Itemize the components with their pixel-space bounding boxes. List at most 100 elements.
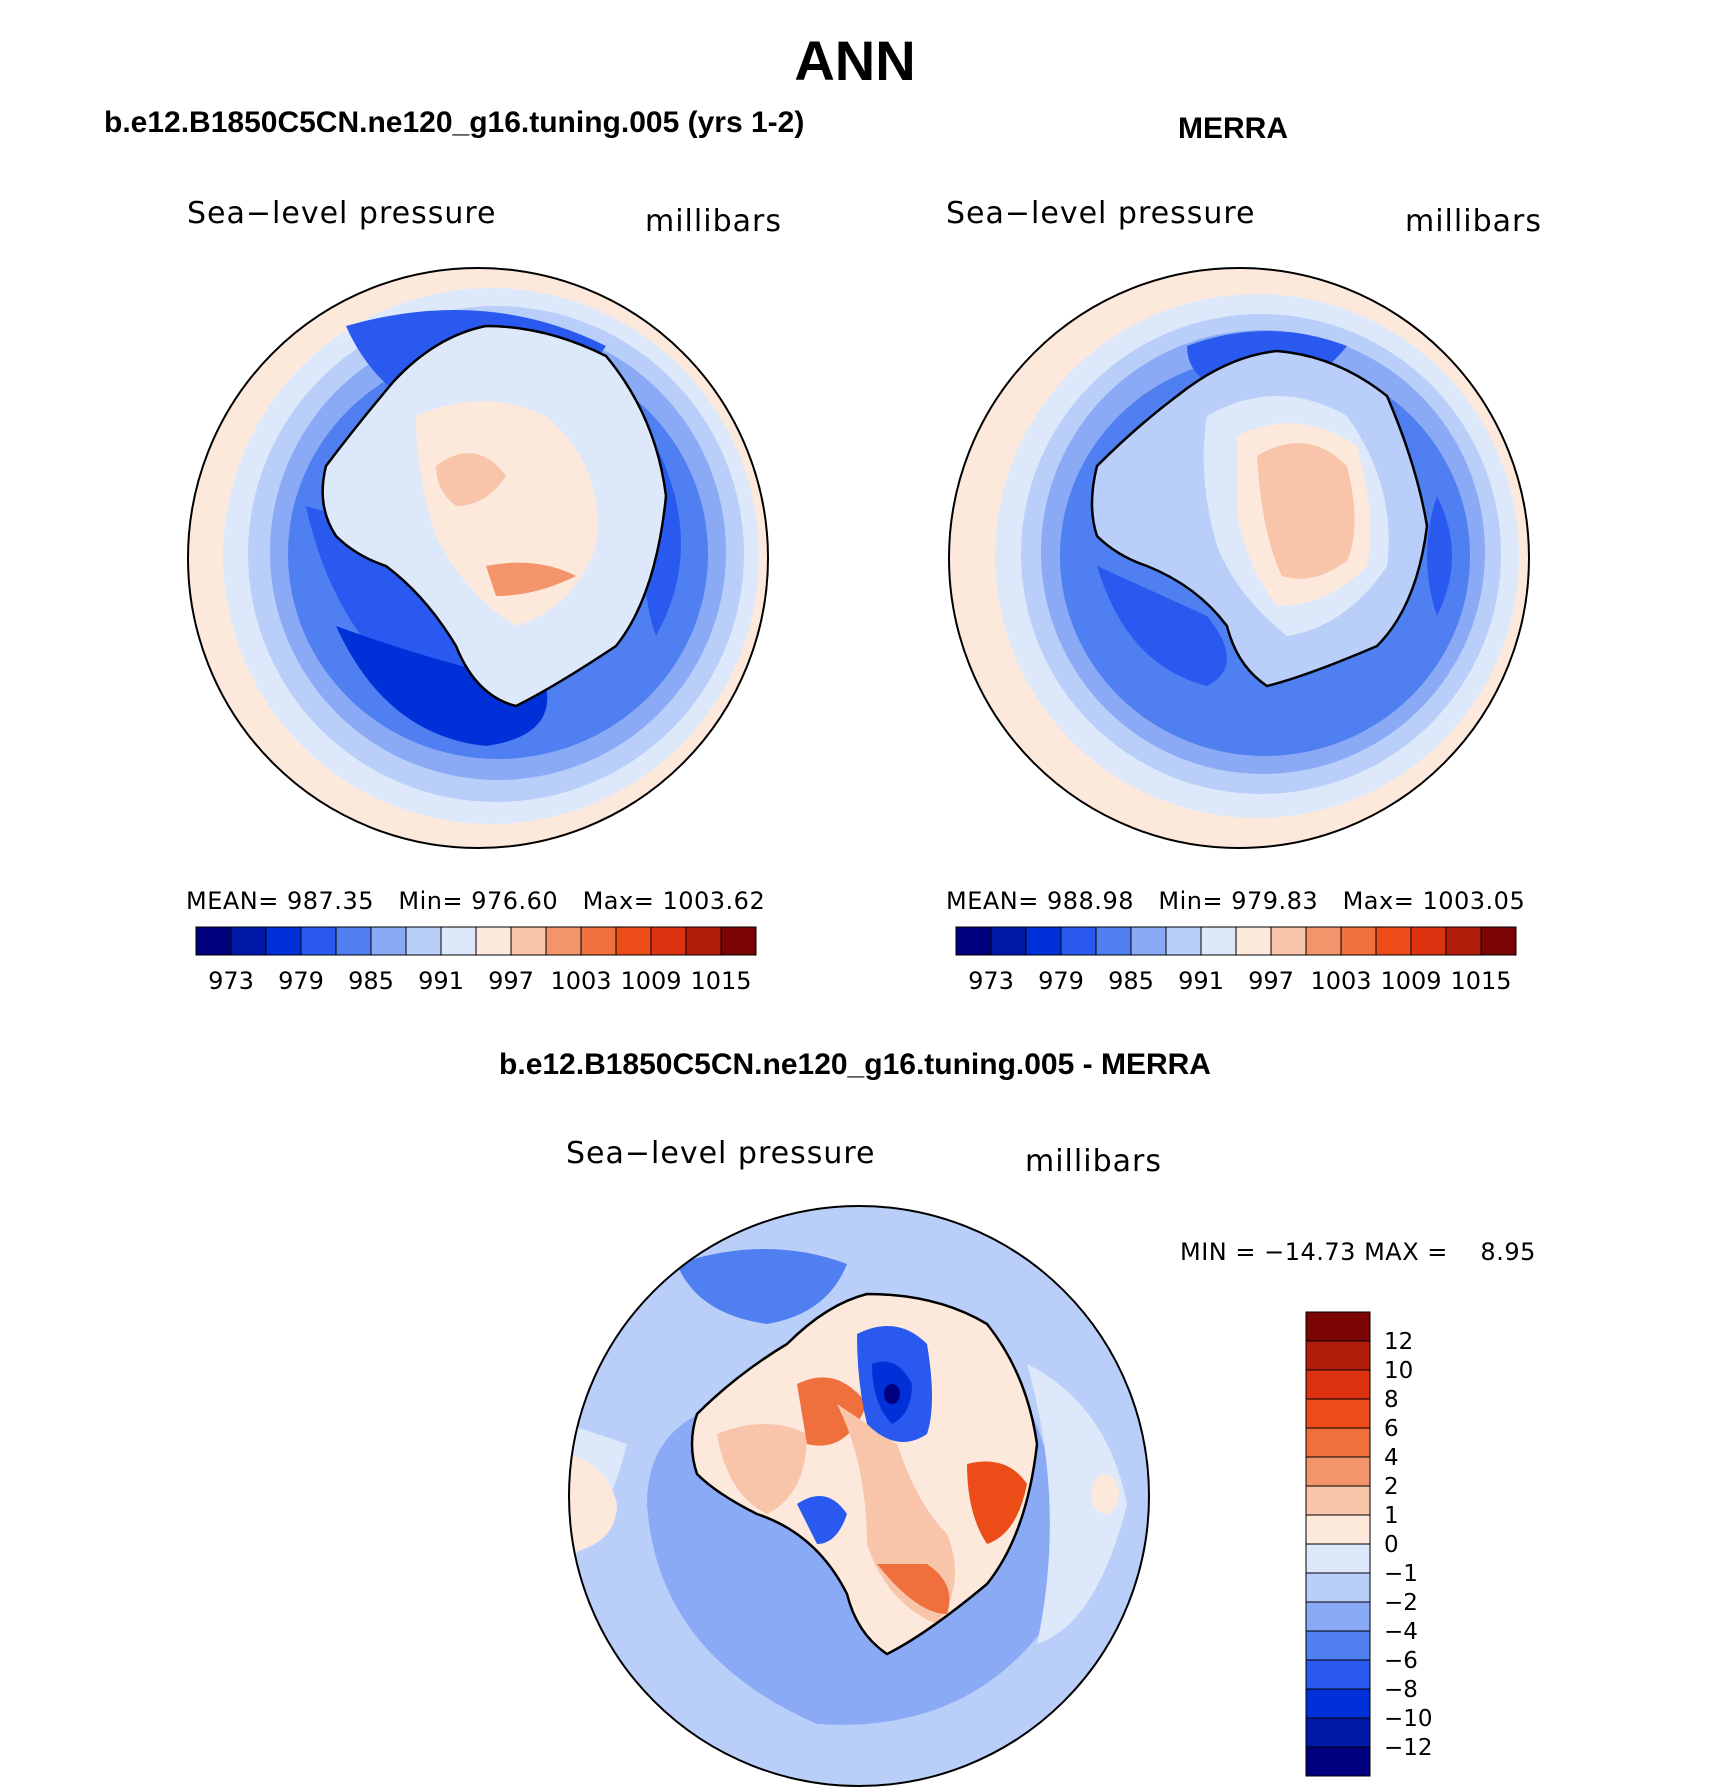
colorbar-tick-label: 979 [1038,967,1084,995]
colorbar-swatch [1305,1572,1371,1603]
colorbar-swatch [265,926,302,956]
colorbar-tick-label: −1 [1384,1561,1418,1587]
colorbar-tick-label: 0 [1384,1532,1399,1558]
colorbar-swatch [650,926,687,956]
colorbar-swatch [1305,926,1342,956]
colorbar-tick-label: −4 [1384,1619,1418,1645]
colorbar-tick-label: 985 [348,967,394,995]
colorbar-swatch [300,926,337,956]
colorbar-swatch [1480,926,1517,956]
colorbar-tick-label: 12 [1384,1329,1413,1355]
colorbar-swatch [545,926,582,956]
obs-max-label: Max= [1342,887,1415,915]
colorbar-tick-label: 973 [208,967,254,995]
diff-case-title: b.e12.B1850C5CN.ne120_g16.tuning.005 - M… [499,1048,1211,1081]
model-max-value: 1003.62 [662,887,766,915]
figure-title: ANN [794,29,916,92]
colorbar-swatch [580,926,617,956]
colorbar-tick-label: −8 [1384,1677,1418,1703]
model-min-label: Min= [398,887,464,915]
colorbar-swatch [1305,1427,1371,1458]
colorbar-swatch [1305,1746,1371,1777]
obs-variable-label: Sea−level pressure [946,196,1256,231]
colorbar-swatch [1165,926,1202,956]
colorbar-swatch [475,926,512,956]
colorbar-swatch [1340,926,1377,956]
colorbar-swatch [440,926,477,956]
model-polar-map [187,267,769,849]
diff-units-label: millibars [1025,1144,1162,1179]
colorbar-tick-label: 6 [1384,1416,1399,1442]
colorbar-swatch [1375,926,1412,956]
obs-mean-value: 988.98 [1047,887,1134,915]
colorbar-swatch [230,926,267,956]
model-colorbar: 973 979 985 991 997 1003 1009 1015 [195,926,757,995]
model-mean-value: 987.35 [287,887,374,915]
model-variable-label: Sea−level pressure [187,196,497,231]
obs-case-title: MERRA [1178,112,1288,145]
colorbar-tick-label: −12 [1384,1735,1433,1761]
colorbar-swatch [1060,926,1097,956]
colorbar-swatch [1235,926,1272,956]
colorbar-swatch [1305,1688,1371,1719]
colorbar-tick-label: 4 [1384,1445,1399,1471]
colorbar-swatch [335,926,372,956]
colorbar-swatch [405,926,442,956]
obs-min-value: 979.83 [1231,887,1319,915]
colorbar-swatch [615,926,652,956]
colorbar-swatch [1305,1601,1371,1632]
colorbar-tick-label: 991 [1178,967,1224,995]
obs-units-label: millibars [1405,204,1542,239]
colorbar-swatch [685,926,722,956]
colorbar-tick-label: −2 [1384,1590,1418,1616]
diff-stats: MIN = −14.73 MAX = 8.95 [1180,1238,1536,1266]
model-stats: MEAN= 987.35 Min= 976.60 Max= 1003.62 [186,887,765,915]
colorbar-swatch [990,926,1027,956]
colorbar-swatch [1130,926,1167,956]
colorbar-swatch [1305,1659,1371,1690]
colorbar-tick-label: 997 [1248,967,1294,995]
obs-max-value: 1003.05 [1422,887,1526,915]
colorbar-tick-label: 991 [418,967,464,995]
colorbar-swatch [1445,926,1482,956]
colorbar-swatch [510,926,547,956]
colorbar-tick-label: 1015 [690,967,751,995]
colorbar-tick-label: 10 [1384,1358,1413,1384]
colorbar-swatch [1305,1369,1371,1400]
colorbar-tick-label: −10 [1384,1706,1433,1732]
colorbar-swatch [1305,1456,1371,1487]
diff-max-label: MAX = [1364,1238,1448,1266]
diff-variable-label: Sea−level pressure [566,1136,876,1171]
model-units-label: millibars [645,204,782,239]
obs-mean-label: MEAN= [946,887,1039,915]
colorbar-swatch [1305,1398,1371,1429]
colorbar-tick-label: 1003 [550,967,611,995]
obs-stats: MEAN= 988.98 Min= 979.83 Max= 1003.05 [946,887,1525,915]
colorbar-swatch [1305,1543,1371,1574]
obs-colorbar: 973 979 985 991 997 1003 1009 1015 [955,926,1517,995]
model-case-title: b.e12.B1850C5CN.ne120_g16.tuning.005 (yr… [104,106,805,139]
colorbar-swatch [1305,1485,1371,1516]
colorbar-swatch [1270,926,1307,956]
colorbar-swatch [1025,926,1062,956]
colorbar-tick-label: 1015 [1450,967,1511,995]
model-max-label: Max= [582,887,655,915]
colorbar-tick-label: 8 [1384,1387,1399,1413]
colorbar-tick-label: 1009 [620,967,681,995]
colorbar-swatch [1200,926,1237,956]
colorbar-swatch [720,926,757,956]
diff-min-label: MIN = [1180,1238,1256,1266]
colorbar-swatch [955,926,992,956]
colorbar-swatch [1305,1340,1371,1371]
colorbar-tick-label: 973 [968,967,1014,995]
colorbar-swatch [1305,1630,1371,1661]
colorbar-tick-label: 2 [1384,1474,1399,1500]
obs-polar-map [948,267,1530,849]
colorbar-tick-label: 985 [1108,967,1154,995]
colorbar-swatch [1095,926,1132,956]
model-mean-label: MEAN= [186,887,279,915]
colorbar-tick-label: 1 [1384,1503,1399,1529]
colorbar-swatch [1305,1717,1371,1748]
colorbar-tick-label: −6 [1384,1648,1418,1674]
